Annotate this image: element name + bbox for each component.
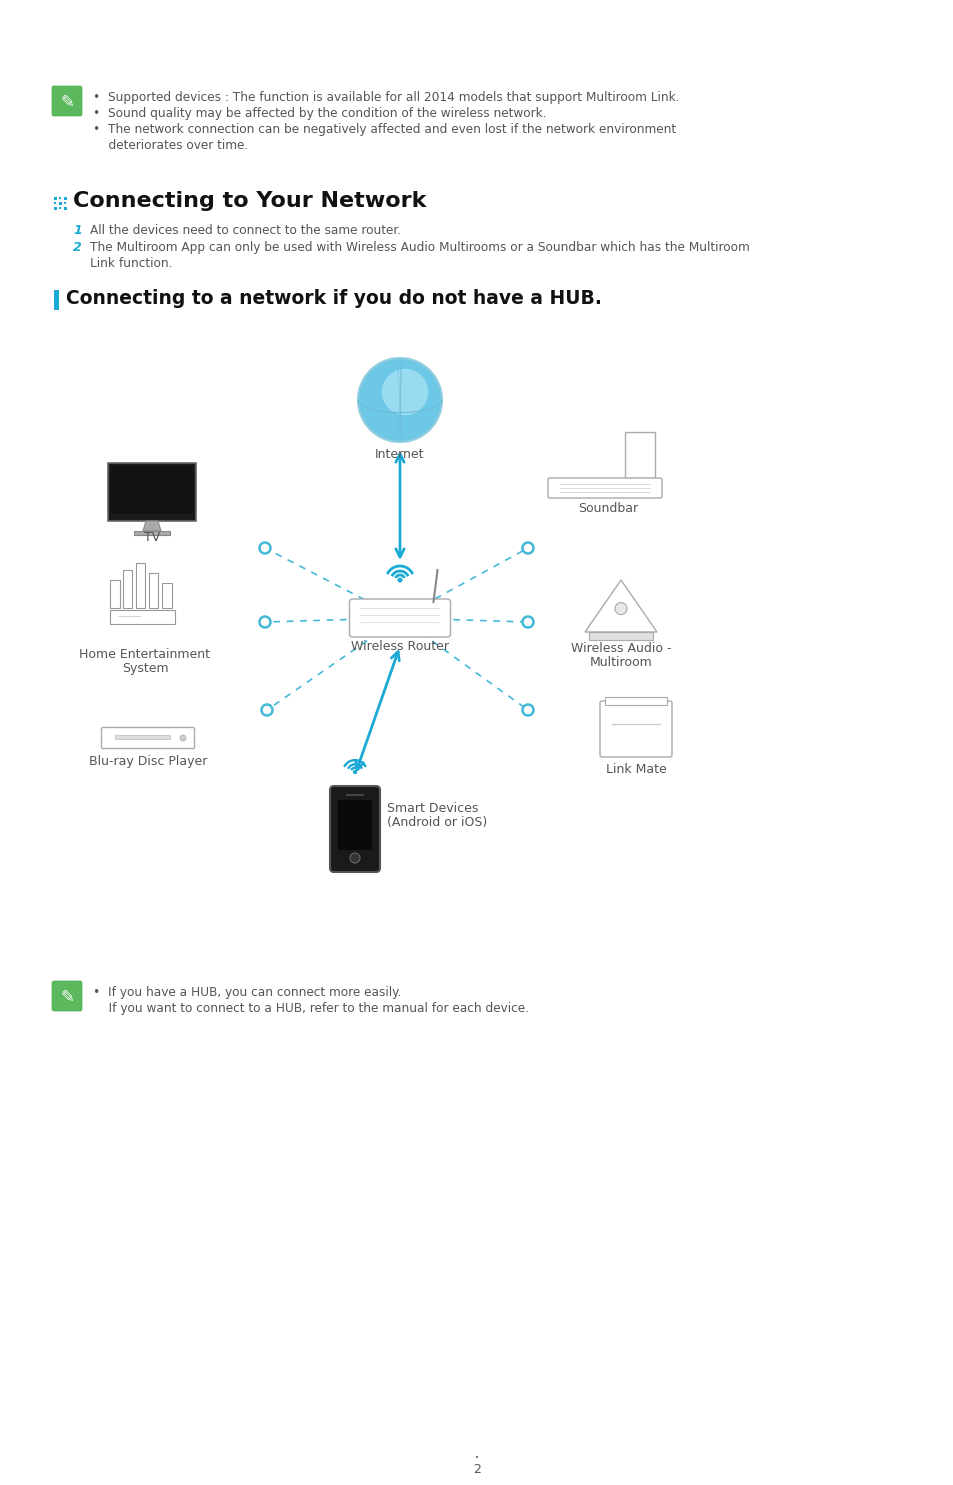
- Text: Connecting to a network if you do not have a HUB.: Connecting to a network if you do not ha…: [66, 290, 601, 307]
- Text: Home Entertainment: Home Entertainment: [79, 647, 211, 661]
- Bar: [59, 198, 61, 199]
- Bar: [59, 206, 61, 209]
- Text: Link Mate: Link Mate: [605, 763, 666, 777]
- Text: ✎: ✎: [60, 988, 74, 1005]
- Circle shape: [350, 852, 359, 863]
- Bar: [54, 202, 56, 203]
- Circle shape: [522, 616, 533, 628]
- Bar: [604, 696, 666, 705]
- Circle shape: [522, 542, 533, 554]
- Bar: [111, 466, 193, 514]
- Text: •  If you have a HUB, you can connect more easily.: • If you have a HUB, you can connect mor…: [92, 986, 401, 999]
- Bar: [162, 584, 172, 607]
- Bar: [115, 735, 170, 740]
- Circle shape: [357, 358, 441, 443]
- Text: •  Supported devices : The function is available for all 2014 models that suppor: • Supported devices : The function is av…: [92, 91, 679, 104]
- FancyBboxPatch shape: [52, 86, 82, 116]
- Text: Multiroom: Multiroom: [589, 656, 652, 670]
- Circle shape: [261, 704, 273, 716]
- Bar: [64, 198, 67, 200]
- Circle shape: [180, 735, 186, 741]
- Bar: [108, 463, 195, 521]
- Text: The Multiroom App can only be used with Wireless Audio Multirooms or a Soundbar : The Multiroom App can only be used with …: [90, 241, 749, 254]
- Text: (Android or iOS): (Android or iOS): [387, 815, 487, 829]
- Text: If you want to connect to a HUB, refer to the manual for each device.: If you want to connect to a HUB, refer t…: [92, 1002, 528, 1016]
- Text: ✎: ✎: [60, 94, 74, 111]
- FancyBboxPatch shape: [330, 786, 379, 872]
- Text: •  Sound quality may be affected by the condition of the wireless network.: • Sound quality may be affected by the c…: [92, 107, 546, 120]
- Text: All the devices need to connect to the same router.: All the devices need to connect to the s…: [90, 224, 400, 238]
- FancyBboxPatch shape: [101, 728, 194, 748]
- Text: deteriorates over time.: deteriorates over time.: [92, 140, 248, 151]
- Bar: [136, 563, 145, 607]
- Bar: [54, 198, 57, 200]
- Bar: [54, 290, 59, 310]
- Bar: [588, 633, 652, 640]
- Bar: [110, 581, 120, 607]
- FancyBboxPatch shape: [547, 478, 661, 497]
- Text: System: System: [122, 662, 168, 676]
- Text: 1: 1: [73, 224, 82, 238]
- Circle shape: [353, 769, 356, 774]
- Text: •  The network connection can be negatively affected and even lost if the networ: • The network connection can be negative…: [92, 123, 676, 137]
- Bar: [64, 206, 67, 209]
- Polygon shape: [143, 521, 161, 532]
- Circle shape: [522, 704, 533, 716]
- Text: Link function.: Link function.: [90, 257, 172, 270]
- Bar: [149, 573, 158, 607]
- Text: Soundbar: Soundbar: [578, 502, 638, 515]
- Text: 2: 2: [473, 1463, 480, 1476]
- Bar: [624, 432, 655, 478]
- Bar: [133, 532, 170, 535]
- Circle shape: [615, 603, 626, 615]
- Text: TV: TV: [144, 532, 160, 544]
- Bar: [59, 202, 62, 205]
- Text: Smart Devices: Smart Devices: [387, 802, 477, 815]
- FancyBboxPatch shape: [52, 982, 82, 1011]
- Bar: [54, 206, 57, 209]
- Bar: [337, 800, 372, 849]
- Text: Connecting to Your Network: Connecting to Your Network: [73, 192, 426, 211]
- Circle shape: [259, 616, 271, 628]
- Bar: [123, 570, 132, 607]
- Text: Wireless Router: Wireless Router: [351, 640, 449, 653]
- Text: Wireless Audio -: Wireless Audio -: [570, 642, 671, 655]
- FancyBboxPatch shape: [599, 701, 671, 757]
- Polygon shape: [584, 581, 657, 633]
- FancyBboxPatch shape: [349, 598, 450, 637]
- Circle shape: [259, 542, 271, 554]
- Text: 2: 2: [73, 241, 82, 254]
- Circle shape: [381, 368, 428, 416]
- Text: •: •: [475, 1455, 478, 1461]
- Text: Blu-ray Disc Player: Blu-ray Disc Player: [89, 754, 207, 768]
- Text: Internet: Internet: [375, 448, 424, 460]
- Bar: [110, 610, 174, 624]
- Circle shape: [397, 578, 402, 582]
- Bar: [64, 202, 66, 203]
